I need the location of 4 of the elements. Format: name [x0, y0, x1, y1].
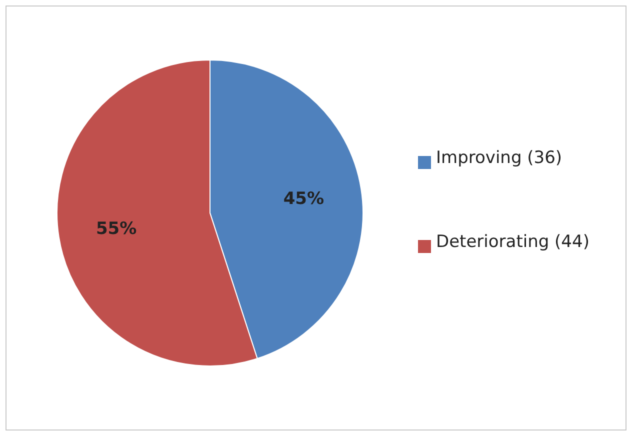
data-label: 45%: [283, 189, 324, 210]
legend-label: Deteriorating (44): [436, 232, 590, 252]
legend-label: Improving (36): [436, 148, 562, 168]
data-label: 55%: [96, 218, 137, 239]
